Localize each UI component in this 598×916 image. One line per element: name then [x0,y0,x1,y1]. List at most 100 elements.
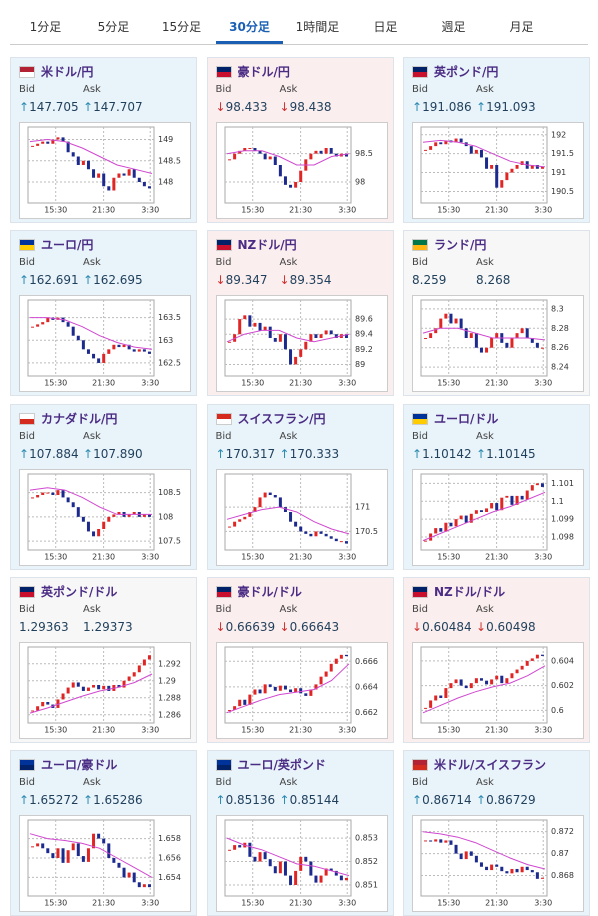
candle [525,660,529,666]
candle [319,875,323,883]
rate-card[interactable]: ユーロ/円 Bid Ask ↑162.691 ↑162.695 163.5 163 162.5… [10,230,197,397]
bid-price: 162.691 [29,273,79,288]
candle [142,182,146,187]
candle [329,868,333,872]
candle [142,884,146,888]
rate-card[interactable]: NZドル/円 Bid Ask ↓89.347 ↓89.354 89.6 89.4 89.2 89… [206,230,394,397]
rate-card[interactable]: ランド/円 Bid Ask 8.259 8.268 8.3 8.28 8.26 8.24 15:3… [403,230,590,397]
tab[interactable]: 30分足 [216,8,283,44]
rate-card[interactable]: 米ドル/スイスフラン Bid Ask ↑0.86714 ↑0.86729 0.872 0.8… [403,750,590,916]
rate-card[interactable]: 豪ドル/円 Bid Ask ↓98.433 ↓98.438 98.5 98 15:30 21:3… [206,57,394,223]
y-tick-label: 191 [551,168,566,177]
x-tick-label: 3:30 [141,725,159,734]
bid-price: 1.29363 [19,619,69,634]
y-tick-label: 163 [158,336,173,345]
candle [71,682,75,688]
bid-label: Bid [412,777,428,789]
candle [232,521,236,527]
y-tick-label: 89.4 [355,330,373,339]
flag-icon [215,239,232,252]
candle [520,866,524,873]
y-tick-label: 89 [355,360,365,369]
candle [303,693,307,696]
x-tick-label: 21:30 [92,379,115,388]
candle [273,338,277,343]
bid-value: ↓98.433 [216,100,268,114]
tab[interactable]: 週足 [441,20,466,34]
x-tick-label: 21:30 [92,206,115,215]
trend-arrow: ↑ [279,446,290,461]
bid-label: Bid [215,603,232,615]
candle [56,699,60,708]
y-tick-label: 8.26 [551,344,569,353]
tab[interactable]: 5分足 [97,20,130,34]
candle [540,654,544,656]
rate-card[interactable]: スイスフラン/円 Bid Ask ↑170.317 ↑170.333 171 170.5 15… [206,403,394,570]
y-tick-label: 8.3 [551,305,564,314]
candle [444,687,448,698]
candle [490,338,494,349]
candle [329,535,333,539]
candle [459,679,463,686]
candle [102,173,106,187]
rate-card[interactable]: カナダドル/円 Bid Ask ↑107.884 ↑107.890 108.5 108 107… [10,403,197,570]
candle [242,148,246,151]
trend-arrow: ↓ [279,273,290,288]
rate-card[interactable]: ユーロ/英ポンド Bid Ask ↑0.85136 ↑0.85144 0.853 0.852… [206,750,394,916]
x-tick-label: 3:30 [534,899,552,908]
candle [303,531,307,534]
candle [324,671,328,677]
candle [97,173,101,178]
rate-card[interactable]: ユーロ/ドル Bid Ask ↑1.10142 ↑1.10145 1.101 1.1 1.09… [403,403,590,570]
trend-arrow: ↓ [215,619,226,634]
bid-value: ↓89.347 [216,273,268,287]
candle [319,531,323,534]
y-tick-label: 0.87 [551,849,569,858]
x-tick-label: 21:30 [289,379,312,388]
candle [107,516,111,522]
tab-bar: 1分足 5分足 15分足 30分足 1時間足 日足 週足 月足 [10,0,588,45]
y-tick-label: 163.5 [158,313,181,322]
candle [137,177,141,182]
flag-icon [215,66,232,78]
rate-card[interactable]: 英ポンド/ドル Bid Ask 1.29363 1.29373 1.292 1.29 1.28… [10,576,197,743]
candle [474,509,478,514]
flag-icon [19,66,35,78]
y-tick-label: 1.098 [551,532,574,541]
candle [459,853,463,860]
rate-card[interactable]: NZドル/ドル Bid Ask ↓0.60484 ↓0.60498 0.604 0.602 0… [403,576,590,743]
candle [76,506,80,517]
bid-label: Bid [19,430,35,442]
candle [56,848,60,859]
rate-card[interactable]: 米ドル/円 Bid Ask ↑147.705 ↑147.707 149 148.5 148 15… [10,57,197,223]
candle [31,497,35,499]
candle [66,322,70,327]
candle [530,484,534,491]
tab[interactable]: 日足 [373,20,398,34]
candle [237,845,241,848]
candle [122,680,126,688]
candle [313,150,317,154]
candle [66,687,70,694]
tab[interactable]: 15分足 [161,20,202,34]
candle [303,342,307,350]
candle [127,676,131,681]
flag-icon [412,585,428,598]
x-tick-label: 3:30 [141,899,159,908]
candle [268,492,272,495]
rate-card[interactable]: 豪ドル/ドル Bid Ask ↓0.66639 ↓0.66643 0.666 0.664 0.… [206,576,394,743]
flag-icon [412,759,428,772]
tab[interactable]: 1時間足 [295,20,340,34]
candle [258,689,262,694]
rate-card[interactable]: ユーロ/豪ドル Bid Ask ↑1.65272 ↑1.65286 1.658 1.656 1… [10,750,197,916]
ask-label: Ask [476,603,494,615]
tab[interactable]: 月足 [509,20,534,34]
rate-card[interactable]: 英ポンド/円 Bid Ask ↑191.086 ↑191.093 192 191.5 191 1… [403,57,590,223]
trend-arrow: ↑ [279,793,290,808]
bid-label: Bid [19,257,35,269]
candle [525,866,529,871]
tab[interactable]: 1分足 [29,20,62,34]
candle [434,527,438,534]
plot-frame [224,473,351,551]
